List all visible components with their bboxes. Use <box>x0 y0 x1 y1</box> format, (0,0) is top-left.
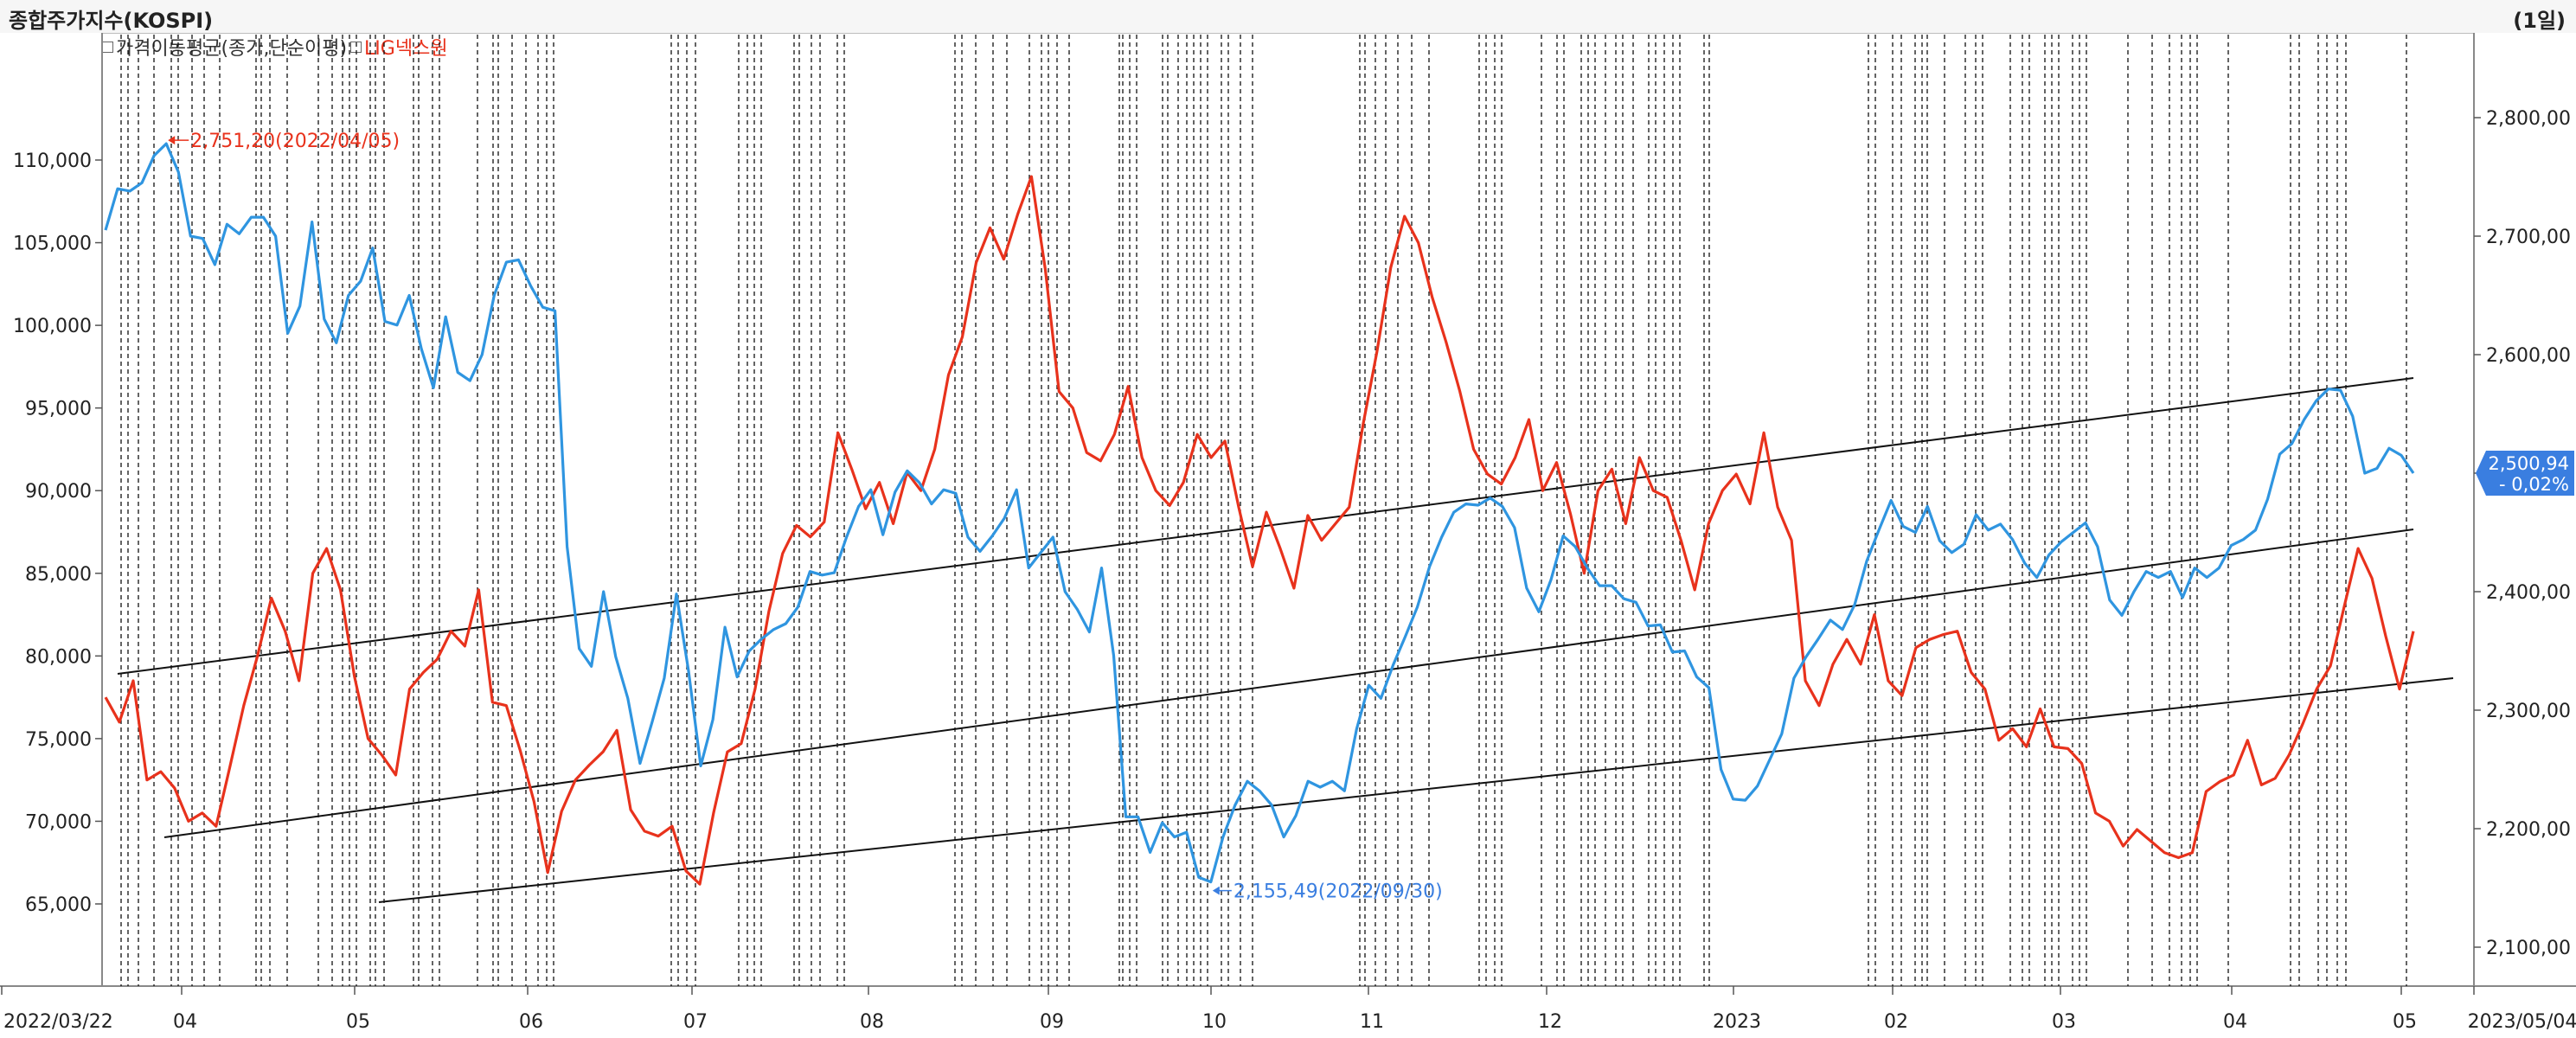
x-tick-label: 05 <box>346 1011 370 1033</box>
left-tick-label: 90,000 <box>25 481 92 503</box>
x-axis-ticks: 2022/03/22 04 05 06 07 08 09 10 11 12 2023 02 03 04 05… <box>1 986 2576 1033</box>
event-lines <box>120 35 2407 986</box>
left-tick-label: 70,000 <box>25 811 92 833</box>
max-annotation-arrow <box>168 136 176 145</box>
x-tick-label: 03 <box>2052 1011 2076 1033</box>
left-tick-label: 65,000 <box>25 894 92 916</box>
x-tick-label: 2022/03/22 <box>3 1011 113 1033</box>
left-tick-label: 110,000 <box>13 151 92 172</box>
right-tick-label: 2,600,00 <box>2486 345 2571 367</box>
left-tick-label: 85,000 <box>25 564 92 586</box>
x-tick-label: 04 <box>173 1011 197 1033</box>
trend-line <box>163 529 2414 838</box>
legend-label-lig: LIG넥스원 <box>364 38 448 60</box>
kospi-line <box>104 142 2415 884</box>
chart-title: 종합주가지수(KOSPI) <box>9 9 214 33</box>
x-tick-label: 12 <box>1538 1011 1562 1033</box>
legend-label-ma: 가격이동평균(종가,단순이평) <box>116 38 348 60</box>
trend-line <box>117 377 2414 675</box>
right-tick-label: 2,300,00 <box>2486 701 2571 722</box>
max-annotation-label: 2,751,20(2022/04/05) <box>190 131 400 152</box>
min-annotation-label: 2,155,49(2022/09/30) <box>1234 881 1443 903</box>
left-tick-label: 105,000 <box>13 234 92 255</box>
left-tick-label: 95,000 <box>25 399 92 420</box>
value-tag-box <box>2476 451 2574 496</box>
right-tick-label: 2,400,00 <box>2486 582 2571 604</box>
x-tick-label: 2023/05/04 <box>2468 1011 2576 1033</box>
x-tick-label: 09 <box>1040 1011 1064 1033</box>
lig-line <box>104 175 2415 886</box>
x-tick-label: 05 <box>2393 1011 2417 1033</box>
period-label[interactable]: (1일) <box>2513 9 2566 33</box>
right-tick-label: 2,100,00 <box>2486 938 2571 959</box>
right-axis-panel <box>2474 33 2576 986</box>
chart-header: 종합주가지수(KOSPI) (1일) <box>0 0 2576 34</box>
legend-item-ma[interactable]: 가격이동평균(종가,단순이평) <box>102 33 347 61</box>
right-tick-label: 2,200,00 <box>2486 819 2571 841</box>
trend-channel <box>117 377 2454 903</box>
min-annotation-arrow <box>1212 886 1220 895</box>
right-tick-label: 2,800,00 <box>2486 108 2571 130</box>
kospi-series <box>104 142 2415 884</box>
x-tick-label: 11 <box>1360 1011 1384 1033</box>
left-axis-panel <box>0 33 102 986</box>
left-tick-label: 75,000 <box>25 729 92 751</box>
current-value-tag: 2,500,94- 0,02% <box>2476 451 2574 496</box>
lig-series <box>104 175 2415 886</box>
annotations: 2,751,20(2022/04/05) 2,155,49(2022/09/30) <box>168 131 1443 903</box>
trend-line <box>378 677 2454 903</box>
x-tick-label: 07 <box>683 1011 708 1033</box>
x-tick-label: 08 <box>860 1011 884 1033</box>
legend-item-lig[interactable]: LIG넥스원 <box>350 33 448 61</box>
x-tick-label: 10 <box>1202 1011 1227 1033</box>
x-tick-label: 02 <box>1884 1011 1908 1033</box>
x-tick-label: 06 <box>519 1011 543 1033</box>
value-tag-change: - 0,02% <box>2499 474 2569 495</box>
left-tick-label: 80,000 <box>25 646 92 668</box>
x-tick-label: 04 <box>2223 1011 2247 1033</box>
legend: 가격이동평균(종가,단순이평) LIG넥스원 <box>102 33 448 61</box>
value-tag-value: 2,500,94 <box>2488 453 2569 474</box>
left-axis-ticks: 65,000 70,000 75,000 80,000 85,000 90,000 95,0… <box>13 151 102 916</box>
x-tick-label: 2023 <box>1713 1011 1761 1033</box>
left-tick-label: 100,000 <box>13 316 92 337</box>
right-tick-label: 2,700,00 <box>2486 227 2571 248</box>
